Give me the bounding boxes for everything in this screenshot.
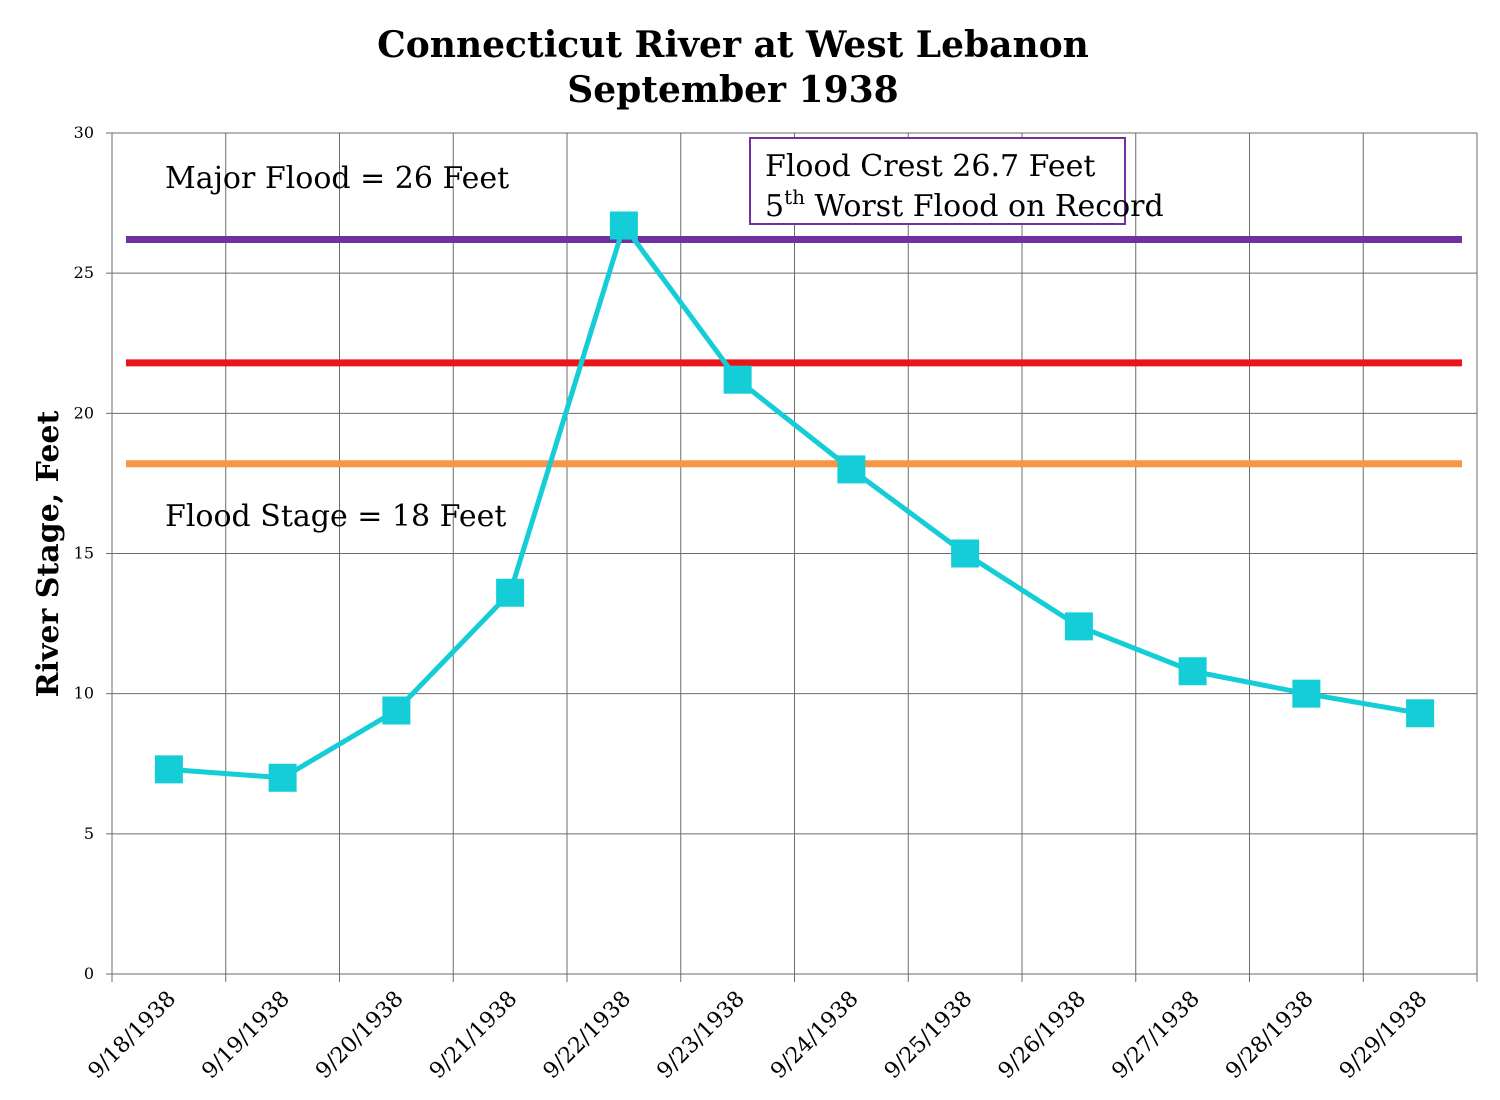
flood-crest-callout-box xyxy=(749,137,1126,225)
reference-lines xyxy=(126,236,1462,468)
data-point-marker xyxy=(609,211,638,240)
river-stage-series xyxy=(154,211,1435,792)
data-point-marker xyxy=(951,539,980,568)
y-tick-label: 20 xyxy=(74,403,94,422)
y-tick-label: 25 xyxy=(74,263,94,282)
data-point-marker xyxy=(1178,657,1207,686)
data-point-marker xyxy=(496,578,525,607)
data-point-marker xyxy=(382,696,411,725)
flood-crest-label: Flood Crest 26.7 Feet xyxy=(765,149,1095,184)
worst-flood-text: Worst Flood on Record xyxy=(805,189,1164,224)
data-point-marker xyxy=(723,365,752,394)
y-tick-label: 10 xyxy=(74,684,94,703)
river-stage-line xyxy=(168,223,1421,781)
worst-flood-rank-suffix: th xyxy=(784,185,805,209)
chart-title-line-2: September 1938 xyxy=(567,69,898,111)
y-axis-title: River Stage, Feet xyxy=(31,411,66,698)
y-tick-label: 5 xyxy=(84,824,94,843)
major-flood-label: Major Flood = 26 Feet xyxy=(165,161,509,196)
data-point-marker xyxy=(154,755,183,784)
data-point-marker xyxy=(268,763,297,792)
y-tick-label: 15 xyxy=(74,544,94,563)
data-point-marker xyxy=(1064,612,1093,641)
chart-title-line-1: Connecticut River at West Lebanon xyxy=(377,24,1089,66)
y-tick-label: 30 xyxy=(74,123,94,142)
data-point-marker xyxy=(1406,699,1435,728)
worst-flood-label: 5th Worst Flood on Record xyxy=(765,185,1164,224)
flood-stage-label: Flood Stage = 18 Feet xyxy=(165,499,506,534)
y-tick-label: 0 xyxy=(84,964,94,983)
worst-flood-rank: 5 xyxy=(765,189,784,224)
data-point-marker xyxy=(1292,679,1321,708)
data-point-marker xyxy=(837,455,866,484)
